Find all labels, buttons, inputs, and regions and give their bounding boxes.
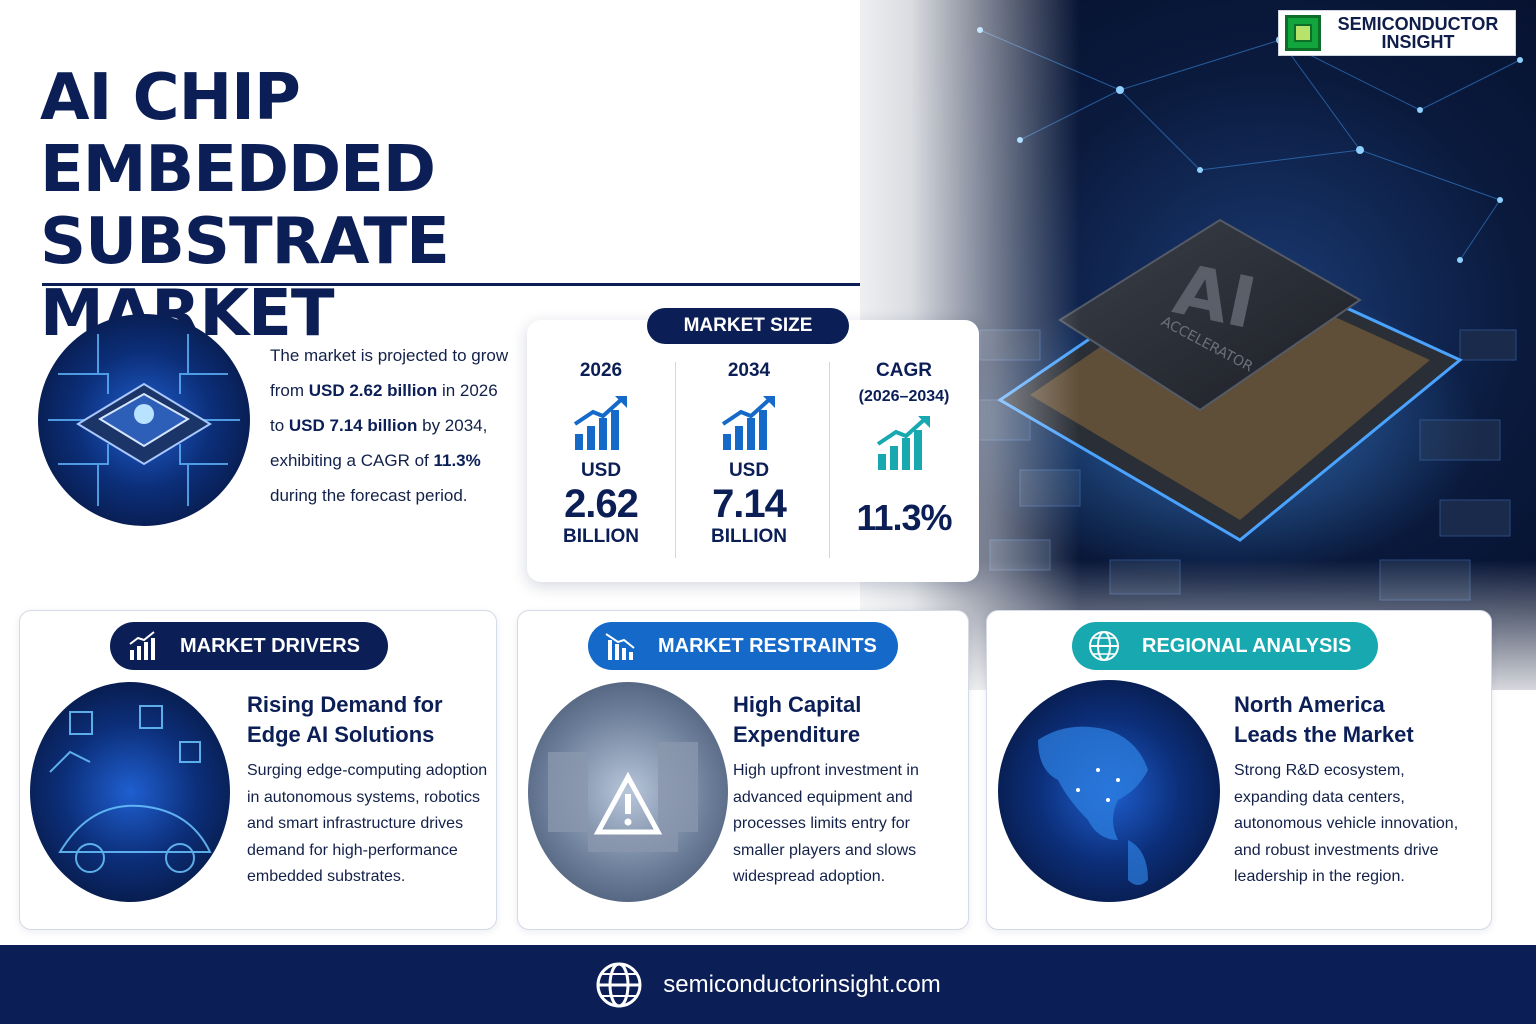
body-line: and robust investments drive <box>1234 841 1439 859</box>
globe-map-illustration <box>1038 726 1148 885</box>
globe-icon <box>596 962 642 1007</box>
size-unit: BILLION <box>711 526 787 547</box>
body-line: Surging edge-computing adoption <box>247 762 488 779</box>
north-america-globe-image <box>998 680 1220 902</box>
body-line: processes limits entry for <box>733 815 910 832</box>
intro-cagr: 11.3% <box>433 451 481 470</box>
restraints-heading-1: High Capital <box>733 692 862 717</box>
market-restraints-pill: MARKET RESTRAINTS <box>588 622 898 670</box>
robot-car-illustration <box>49 705 212 873</box>
title-divider <box>42 283 860 286</box>
drivers-heading-2: Edge AI Solutions <box>247 722 435 747</box>
size-year: 2026 <box>579 360 623 381</box>
cagr-value: 11.3% <box>856 497 952 538</box>
drivers-heading-1: Rising Demand for <box>247 692 443 717</box>
pill-label: MARKET DRIVERS <box>180 634 361 657</box>
drivers-body: Surging edge-computing adoption in auton… <box>247 758 495 891</box>
body-line: embedded substrates. <box>247 868 406 885</box>
circuit-board-graphic: AI ACCELERATOR <box>959 27 1523 601</box>
market-size-2034: 2034 USD 7.14 BILLION <box>674 358 824 548</box>
size-currency: USD <box>580 460 622 481</box>
bar-growth-icon <box>721 396 775 450</box>
intro-chip-image <box>38 314 250 526</box>
warning-icon <box>548 742 698 852</box>
body-line: demand for high-performance <box>247 841 458 859</box>
body-line: leadership in the region. <box>1234 868 1405 885</box>
website-link[interactable]: semiconductorinsight.com <box>663 970 941 998</box>
pill-label: REGIONAL ANALYSIS <box>1142 634 1352 657</box>
intro-text-7: during the forecast period. <box>270 486 468 505</box>
semiconductor-insight-logo[interactable]: SEMICONDUCTOR INSIGHT <box>1278 10 1516 56</box>
restraints-heading-2: Expenditure <box>733 722 861 747</box>
body-line: Strong R&D ecosystem, <box>1234 762 1405 779</box>
size-value: 7.14 <box>712 482 787 526</box>
intro-text-5: by 2034, <box>417 416 488 435</box>
cagr-period: (2026–2034) <box>858 388 950 405</box>
intro-text-1: The market is projected to grow <box>270 346 509 365</box>
logo-line-2: INSIGHT <box>1381 32 1455 52</box>
regional-heading-2: Leads the Market <box>1234 722 1414 747</box>
intro-text-4: to <box>270 416 289 435</box>
market-size-cagr: CAGR (2026–2034) 11.3% <box>829 358 979 540</box>
pill-label: MARKET RESTRAINTS <box>658 634 877 657</box>
market-size-pill: MARKET SIZE <box>647 308 849 344</box>
intro-value-2026: USD 2.62 billion <box>308 381 438 400</box>
logo-text: SEMICONDUCTOR INSIGHT <box>1327 15 1509 51</box>
size-divider <box>675 362 676 558</box>
market-size-2026: 2026 USD 2.62 BILLION <box>526 358 676 548</box>
bar-growth-icon <box>876 416 930 470</box>
body-line: smaller players and slows <box>733 841 917 859</box>
body-line: in autonomous systems, robotics <box>247 788 480 806</box>
regional-analysis-pill: REGIONAL ANALYSIS <box>1072 622 1378 670</box>
circuit-chip-icon <box>48 334 240 506</box>
intro-text-2: from <box>270 381 309 400</box>
globe-icon <box>1089 631 1119 661</box>
title-line-1: AI CHIP <box>40 61 301 135</box>
regional-heading-1: North America <box>1234 692 1385 717</box>
size-value: 2.62 <box>564 482 639 526</box>
body-line: widespread adoption. <box>733 868 886 885</box>
bar-chart-icon <box>129 631 155 660</box>
size-divider <box>829 362 830 558</box>
bar-growth-icon <box>573 396 627 450</box>
intro-text-6: exhibiting a CAGR of <box>270 451 434 470</box>
intro-value-2034: USD 7.14 billion <box>288 416 418 435</box>
market-summary-paragraph: The market is projected to grow from USD… <box>270 338 530 513</box>
body-line: and smart infrastructure drives <box>247 815 464 832</box>
drivers-heading: Rising Demand for Edge AI Solutions <box>247 690 487 750</box>
restraints-heading: High Capital Expenditure <box>733 690 973 750</box>
body-line: High upfront investment in <box>733 762 919 779</box>
market-drivers-pill: MARKET DRIVERS <box>110 622 388 670</box>
body-line: advanced equipment and <box>733 788 913 806</box>
size-unit: BILLION <box>563 526 639 547</box>
footer-bar: semiconductorinsight.com <box>0 945 1536 1024</box>
declining-chart-icon <box>605 633 635 660</box>
body-line: autonomous vehicle innovation, <box>1234 815 1459 832</box>
regional-body: Strong R&D ecosystem, expanding data cen… <box>1234 758 1482 891</box>
intro-text-3: in 2026 <box>437 381 498 400</box>
body-line: expanding data centers, <box>1234 788 1405 806</box>
restraints-body: High upfront investment in advanced equi… <box>733 758 981 891</box>
chip-logo-icon <box>1285 15 1321 51</box>
chip-label: AI <box>1167 248 1263 345</box>
cagr-label: CAGR <box>876 360 932 381</box>
logo-line-1: SEMICONDUCTOR <box>1337 14 1499 34</box>
title-line-2: EMBEDDED SUBSTRATE <box>40 133 450 279</box>
regional-heading: North America Leads the Market <box>1234 690 1474 750</box>
page-title: AI CHIP EMBEDDED SUBSTRATE MARKET <box>40 62 860 350</box>
size-year: 2034 <box>727 360 771 381</box>
size-currency: USD <box>728 460 770 481</box>
edge-ai-image <box>30 682 230 902</box>
factory-image <box>528 682 728 902</box>
